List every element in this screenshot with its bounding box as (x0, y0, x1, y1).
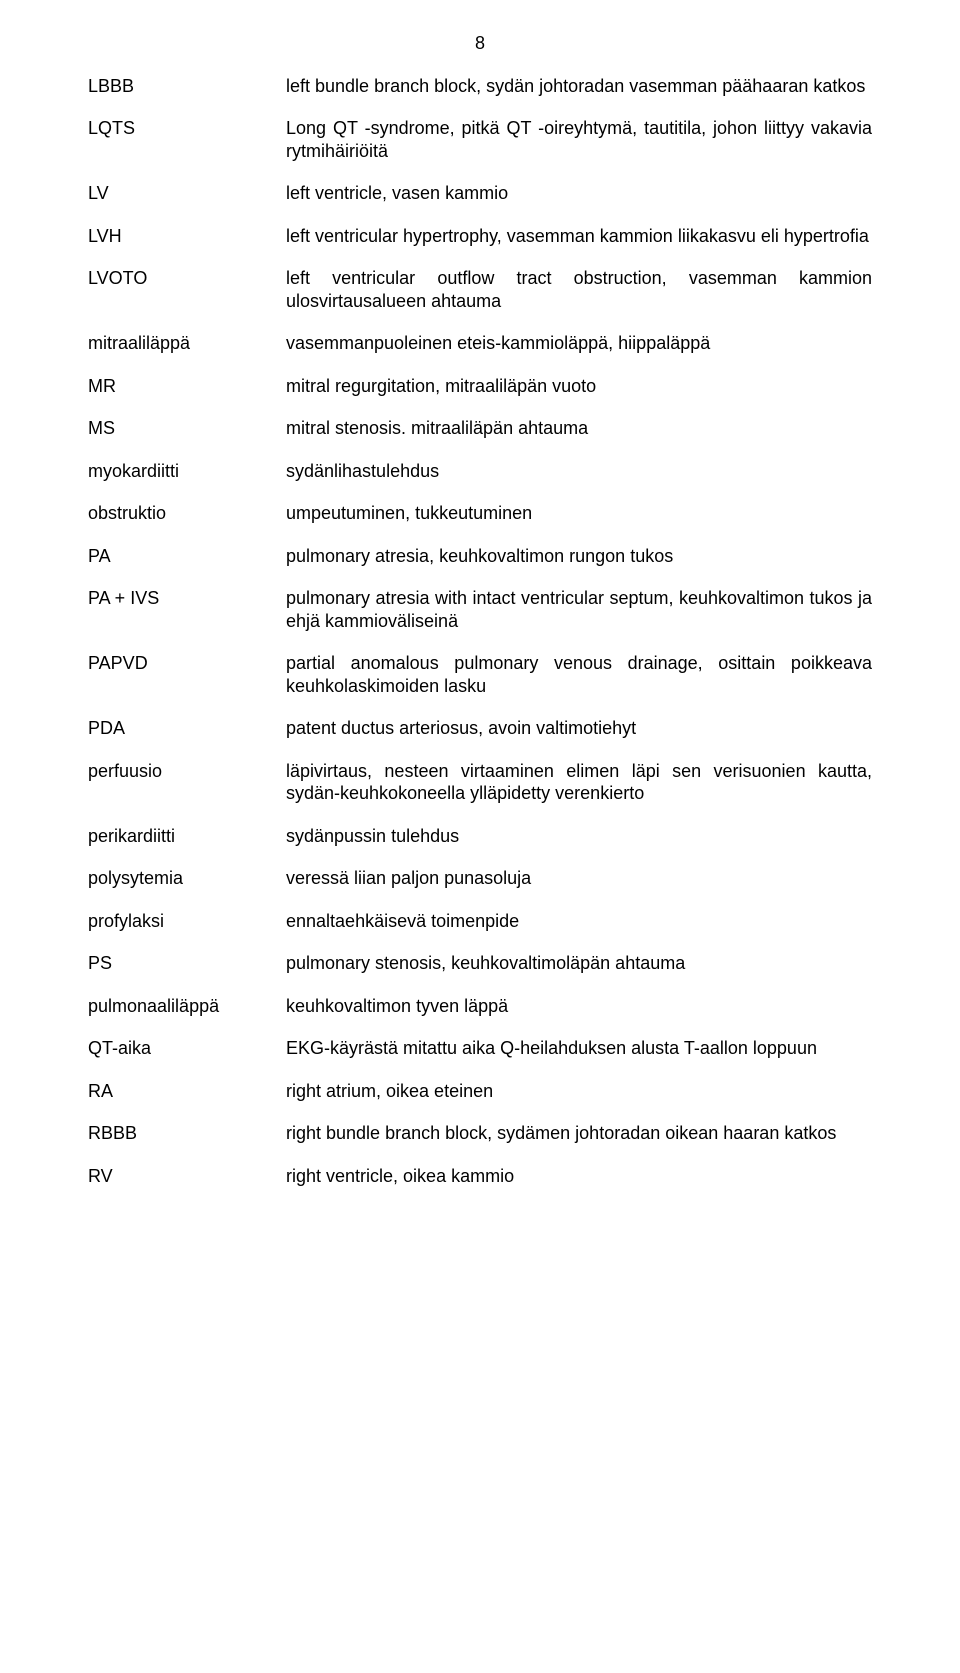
glossary-term: RA (88, 1080, 286, 1103)
glossary-term: QT-aika (88, 1037, 286, 1060)
glossary-definition: mitral stenosis. mitraaliläpän ahtauma (286, 417, 872, 440)
glossary-term: polysytemia (88, 867, 286, 890)
glossary-row: MRmitral regurgitation, mitraaliläpän vu… (88, 375, 872, 398)
glossary-row: perikardiittisydänpussin tulehdus (88, 825, 872, 848)
glossary-definition: right ventricle, oikea kammio (286, 1165, 872, 1188)
glossary-term: LQTS (88, 117, 286, 140)
glossary-term: mitraaliläppä (88, 332, 286, 355)
glossary-definition: sydänlihastulehdus (286, 460, 872, 483)
glossary-definition: Long QT -syndrome, pitkä QT -oireyhtymä,… (286, 117, 872, 162)
glossary-row: mitraaliläppävasemmanpuoleinen eteis-kam… (88, 332, 872, 355)
glossary-term: MR (88, 375, 286, 398)
glossary-definition: läpivirtaus, nesteen virtaaminen elimen … (286, 760, 872, 805)
glossary-definition: umpeutuminen, tukkeutuminen (286, 502, 872, 525)
glossary-term: perikardiitti (88, 825, 286, 848)
glossary-row: QT-aikaEKG-käyrästä mitattu aika Q-heila… (88, 1037, 872, 1060)
glossary-term: obstruktio (88, 502, 286, 525)
glossary-term: LVOTO (88, 267, 286, 290)
glossary-row: LVOTOleft ventricular outflow tract obst… (88, 267, 872, 312)
glossary-row: PApulmonary atresia, keuhkovaltimon rung… (88, 545, 872, 568)
glossary-definition: left ventricle, vasen kammio (286, 182, 872, 205)
glossary-term: LBBB (88, 75, 286, 98)
glossary-term: PA + IVS (88, 587, 286, 610)
glossary-row: myokardiittisydänlihastulehdus (88, 460, 872, 483)
glossary-definition: vasemmanpuoleinen eteis-kammioläppä, hii… (286, 332, 872, 355)
glossary-definition: right atrium, oikea eteinen (286, 1080, 872, 1103)
glossary-row: LQTSLong QT -syndrome, pitkä QT -oireyht… (88, 117, 872, 162)
glossary-row: perfuusioläpivirtaus, nesteen virtaamine… (88, 760, 872, 805)
glossary-list: LBBBleft bundle branch block, sydän joht… (88, 75, 872, 1188)
glossary-definition: left bundle branch block, sydän johtorad… (286, 75, 872, 98)
glossary-row: PSpulmonary stenosis, keuhkovaltimoläpän… (88, 952, 872, 975)
glossary-term: RV (88, 1165, 286, 1188)
glossary-row: pulmonaaliläppäkeuhkovaltimon tyven läpp… (88, 995, 872, 1018)
glossary-term: myokardiitti (88, 460, 286, 483)
glossary-definition: keuhkovaltimon tyven läppä (286, 995, 872, 1018)
glossary-term: RBBB (88, 1122, 286, 1145)
glossary-row: PAPVDpartial anomalous pulmonary venous … (88, 652, 872, 697)
glossary-term: PDA (88, 717, 286, 740)
glossary-term: MS (88, 417, 286, 440)
glossary-definition: left ventricular outflow tract obstructi… (286, 267, 872, 312)
glossary-definition: partial anomalous pulmonary venous drain… (286, 652, 872, 697)
glossary-row: LVleft ventricle, vasen kammio (88, 182, 872, 205)
glossary-row: LVHleft ventricular hypertrophy, vasemma… (88, 225, 872, 248)
glossary-definition: veressä liian paljon punasoluja (286, 867, 872, 890)
glossary-row: RBBBright bundle branch block, sydämen j… (88, 1122, 872, 1145)
glossary-definition: right bundle branch block, sydämen johto… (286, 1122, 872, 1145)
glossary-term: PA (88, 545, 286, 568)
glossary-row: RVright ventricle, oikea kammio (88, 1165, 872, 1188)
glossary-term: pulmonaaliläppä (88, 995, 286, 1018)
glossary-definition: left ventricular hypertrophy, vasemman k… (286, 225, 872, 248)
glossary-term: PS (88, 952, 286, 975)
glossary-definition: EKG-käyrästä mitattu aika Q-heilahduksen… (286, 1037, 872, 1060)
glossary-definition: pulmonary atresia, keuhkovaltimon rungon… (286, 545, 872, 568)
glossary-term: perfuusio (88, 760, 286, 783)
glossary-definition: patent ductus arteriosus, avoin valtimot… (286, 717, 872, 740)
glossary-row: PDApatent ductus arteriosus, avoin valti… (88, 717, 872, 740)
glossary-definition: mitral regurgitation, mitraaliläpän vuot… (286, 375, 872, 398)
glossary-term: PAPVD (88, 652, 286, 675)
glossary-row: polysytemiaveressä liian paljon punasolu… (88, 867, 872, 890)
glossary-row: MSmitral stenosis. mitraaliläpän ahtauma (88, 417, 872, 440)
glossary-row: profylaksiennaltaehkäisevä toimenpide (88, 910, 872, 933)
glossary-term: LV (88, 182, 286, 205)
glossary-row: RAright atrium, oikea eteinen (88, 1080, 872, 1103)
glossary-definition: pulmonary stenosis, keuhkovaltimoläpän a… (286, 952, 872, 975)
glossary-page: 8 LBBBleft bundle branch block, sydän jo… (0, 0, 960, 1267)
glossary-term: LVH (88, 225, 286, 248)
glossary-definition: sydänpussin tulehdus (286, 825, 872, 848)
glossary-row: PA + IVSpulmonary atresia with intact ve… (88, 587, 872, 632)
glossary-row: obstruktioumpeutuminen, tukkeutuminen (88, 502, 872, 525)
glossary-definition: ennaltaehkäisevä toimenpide (286, 910, 872, 933)
glossary-term: profylaksi (88, 910, 286, 933)
glossary-row: LBBBleft bundle branch block, sydän joht… (88, 75, 872, 98)
page-number: 8 (88, 32, 872, 55)
glossary-definition: pulmonary atresia with intact ventricula… (286, 587, 872, 632)
